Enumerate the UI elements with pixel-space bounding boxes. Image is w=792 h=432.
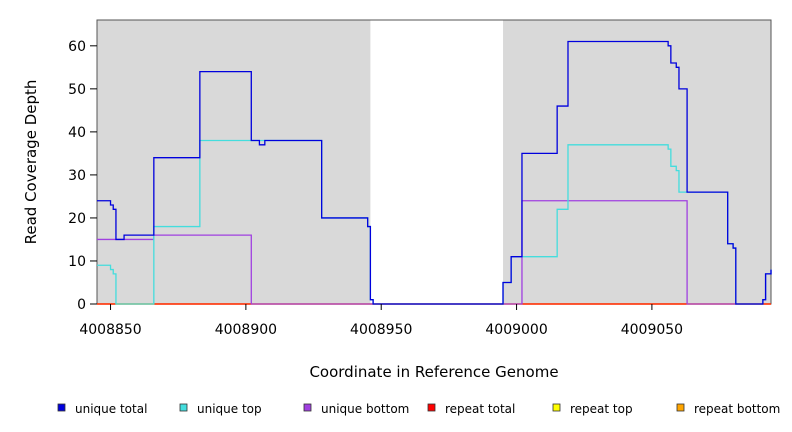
y-tick-label: 30 xyxy=(68,168,86,184)
legend-label: unique total xyxy=(75,402,147,416)
y-axis-label: Read Coverage Depth xyxy=(22,80,40,245)
legend-label: repeat total xyxy=(445,402,515,416)
legend-label: unique top xyxy=(197,402,262,416)
x-tick-label: 4008900 xyxy=(215,322,277,338)
x-tick-label: 4009050 xyxy=(621,322,683,338)
legend-label: repeat bottom xyxy=(694,402,780,416)
y-tick-label: 50 xyxy=(68,82,86,98)
y-tick-label: 20 xyxy=(68,211,86,227)
legend: unique total unique top unique bottom repea… xyxy=(57,402,780,416)
y-tick-label: 0 xyxy=(77,297,86,313)
series-lines xyxy=(97,40,772,305)
y-axis: 0 10 20 30 40 50 60 xyxy=(68,39,97,313)
legend-swatch xyxy=(552,403,561,412)
legend-swatch xyxy=(57,403,66,412)
shaded-regions xyxy=(97,20,771,304)
shaded-region-1 xyxy=(503,20,771,304)
x-axis: 4008850 4008900 4008950 4009000 4009050 xyxy=(79,304,683,338)
legend-swatch xyxy=(427,403,436,412)
y-tick-label: 40 xyxy=(68,125,86,141)
legend-swatch xyxy=(676,403,685,412)
x-axis-label: Coordinate in Reference Genome xyxy=(309,363,558,381)
x-tick-label: 4009000 xyxy=(485,322,547,338)
legend-swatch xyxy=(179,403,188,412)
legend-swatch xyxy=(303,403,312,412)
y-tick-label: 10 xyxy=(68,254,86,270)
y-tick-label: 60 xyxy=(68,39,86,55)
x-tick-label: 4008950 xyxy=(350,322,412,338)
shaded-region-0 xyxy=(97,20,371,304)
legend-label: repeat top xyxy=(570,402,633,416)
series-line-unique-total xyxy=(97,40,772,305)
x-tick-label: 4008850 xyxy=(79,322,141,338)
legend-label: unique bottom xyxy=(321,402,409,416)
